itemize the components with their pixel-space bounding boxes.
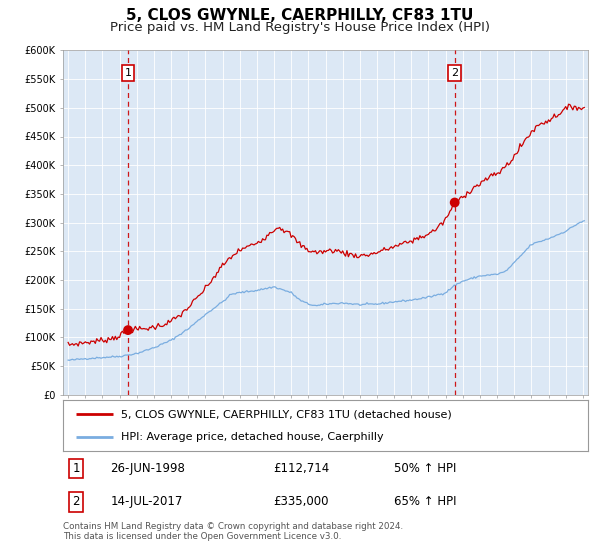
Text: 2: 2 [451,68,458,78]
Text: 2: 2 [73,496,80,508]
Text: 50% ↑ HPI: 50% ↑ HPI [394,462,456,475]
Text: Price paid vs. HM Land Registry's House Price Index (HPI): Price paid vs. HM Land Registry's House … [110,21,490,34]
Text: Contains HM Land Registry data © Crown copyright and database right 2024.
This d: Contains HM Land Registry data © Crown c… [63,522,403,542]
Text: 1: 1 [73,462,80,475]
Text: 5, CLOS GWYNLE, CAERPHILLY, CF83 1TU: 5, CLOS GWYNLE, CAERPHILLY, CF83 1TU [127,8,473,24]
Text: 14-JUL-2017: 14-JUL-2017 [110,496,182,508]
Text: 5, CLOS GWYNLE, CAERPHILLY, CF83 1TU (detached house): 5, CLOS GWYNLE, CAERPHILLY, CF83 1TU (de… [121,409,452,419]
Text: 1: 1 [125,68,131,78]
Point [123,325,133,334]
Text: £335,000: £335,000 [273,496,329,508]
Text: £112,714: £112,714 [273,462,329,475]
Text: HPI: Average price, detached house, Caerphilly: HPI: Average price, detached house, Caer… [121,432,383,442]
Point [450,198,460,207]
Text: 26-JUN-1998: 26-JUN-1998 [110,462,185,475]
Text: 65% ↑ HPI: 65% ↑ HPI [394,496,456,508]
